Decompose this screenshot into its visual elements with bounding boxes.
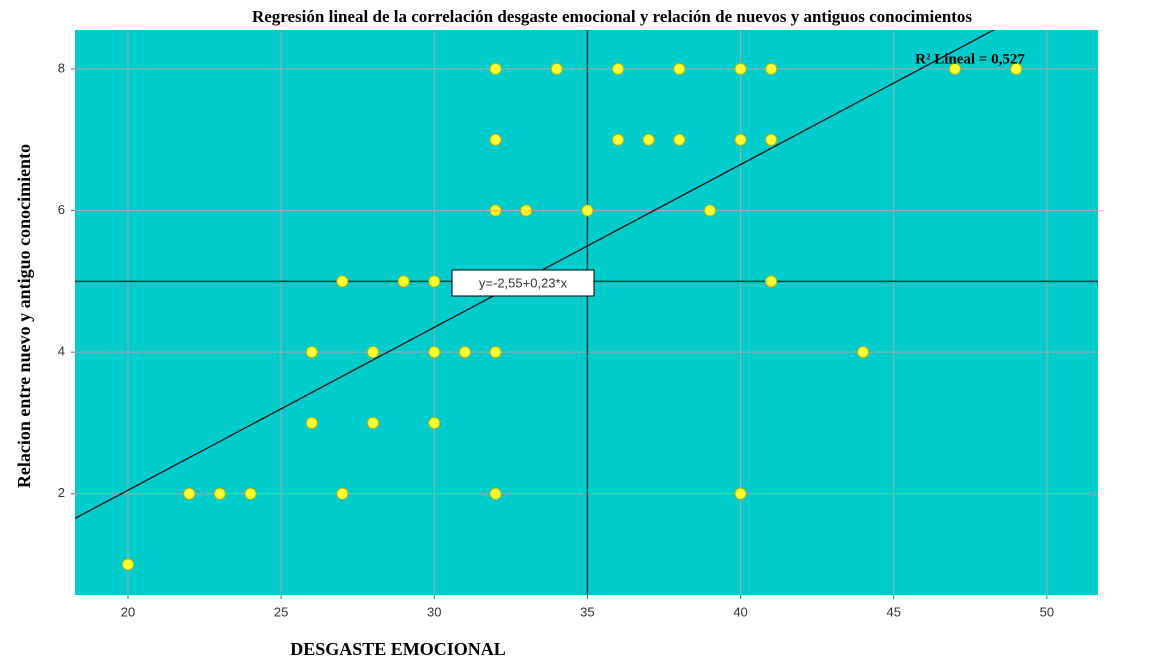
r2-label: R² Lineal = 0,527	[915, 51, 1025, 67]
point	[581, 204, 594, 217]
point	[428, 346, 441, 359]
x-tick-label: 45	[886, 604, 900, 619]
point	[489, 204, 502, 217]
chart-title: Regresión lineal de la correlación desga…	[252, 7, 972, 26]
point	[183, 487, 196, 500]
point	[458, 346, 471, 359]
point	[489, 346, 502, 359]
x-tick-label: 50	[1040, 604, 1054, 619]
point	[673, 133, 686, 146]
point	[703, 204, 716, 217]
point	[305, 416, 318, 429]
point	[336, 487, 349, 500]
point	[121, 558, 134, 571]
x-axis-label: DESGASTE EMOCIONAL	[290, 639, 506, 659]
point	[428, 275, 441, 288]
point	[397, 275, 410, 288]
y-tick-label: 4	[58, 344, 65, 359]
equation-box	[451, 269, 595, 297]
x-tick-label: 35	[580, 604, 594, 619]
y-tick-label: 2	[58, 485, 65, 500]
y-tick-label: 6	[58, 202, 65, 217]
x-tick-label: 20	[121, 604, 135, 619]
point	[550, 62, 563, 75]
x-tick-label: 40	[733, 604, 747, 619]
point	[489, 133, 502, 146]
point	[489, 62, 502, 75]
point	[367, 416, 380, 429]
point	[1010, 62, 1023, 75]
point	[489, 487, 502, 500]
equation-label: y=-2,55+0,23*x	[479, 275, 568, 290]
point	[765, 133, 778, 146]
point	[367, 346, 380, 359]
y-tick-label: 8	[58, 60, 65, 75]
point	[734, 62, 747, 75]
x-tick-label: 25	[274, 604, 288, 619]
point	[765, 62, 778, 75]
point	[765, 275, 778, 288]
regression-line	[75, 30, 995, 519]
point	[857, 346, 870, 359]
point	[673, 62, 686, 75]
point	[520, 204, 533, 217]
plot-area	[75, 30, 1098, 595]
point	[336, 275, 349, 288]
point	[244, 487, 257, 500]
point	[612, 62, 625, 75]
y-axis-label: Relacion entre nuevo y antiguo conocimie…	[14, 144, 34, 488]
x-tick-label: 30	[427, 604, 441, 619]
point	[612, 133, 625, 146]
point	[734, 133, 747, 146]
point	[642, 133, 655, 146]
point	[213, 487, 226, 500]
point	[948, 62, 961, 75]
point	[305, 346, 318, 359]
point	[734, 487, 747, 500]
point	[428, 416, 441, 429]
